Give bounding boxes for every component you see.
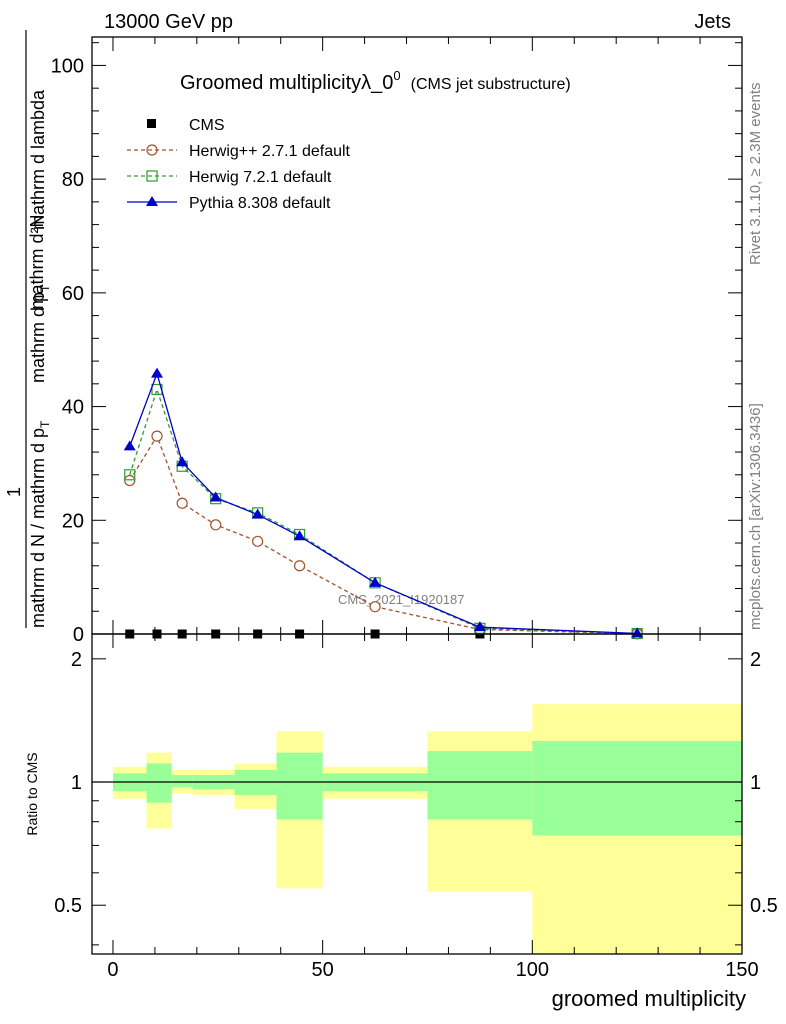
main-y-tick-label: 0 <box>73 624 84 646</box>
x-ticks: 0 50 100 150 <box>107 634 759 981</box>
main-y-tick-label: 100 <box>51 55 84 77</box>
ratio-y-tick-label-right: 0.5 <box>750 895 778 917</box>
data-point <box>123 440 136 451</box>
ratio-frame <box>91 633 743 955</box>
ylabel-denominator-3: mathrm d lambda <box>28 89 48 230</box>
ratio-y-tick-label-right: 1 <box>750 772 761 794</box>
legend-marker-herwigpp <box>146 144 158 156</box>
data-point <box>369 576 382 587</box>
data-point <box>210 519 222 531</box>
ylabel-numerator: 1 <box>4 487 24 497</box>
ratio-y-tick-label-right: 2 <box>750 649 761 671</box>
series-line <box>129 434 638 635</box>
ylabel-denom-b: mathrm d p <box>28 292 48 383</box>
data-point <box>473 621 486 632</box>
main-title-sup: 0 <box>393 68 400 83</box>
legend-label-herwig7: Herwig 7.2.1 default <box>189 169 332 186</box>
main-y-tick-label: 40 <box>62 397 84 419</box>
legend: CMS Herwig++ 2.7.1 default Herwig 7.2.1 … <box>127 117 351 212</box>
legend-marker-herwig7 <box>146 170 158 182</box>
legend-label-cms: CMS <box>189 117 225 134</box>
main-series <box>123 367 644 640</box>
rivet-label: Rivet 3.1.10, ≥ 2.3M events <box>747 83 764 266</box>
ratio-stat-band <box>146 763 172 803</box>
ratio-stat-band <box>532 740 742 836</box>
series-1 <box>124 430 643 640</box>
x-tick-label: 100 <box>516 959 549 981</box>
x-tick-label: 50 <box>312 959 334 981</box>
data-point <box>252 535 264 547</box>
data-point <box>124 474 136 487</box>
ylabel-denominator-2: mathrm d pT <box>28 284 52 383</box>
xlabel: groomed multiplicity <box>552 986 746 1011</box>
main-y-tick-label: 60 <box>62 283 84 305</box>
series-3 <box>123 367 644 638</box>
main-title-sub: (CMS jet substructure) <box>411 76 571 93</box>
main-y-tick-label: 20 <box>62 510 84 532</box>
ratio-y-tick-label: 2 <box>71 649 82 671</box>
source-label: mcplots.cern.ch [arXiv:1306.3436] <box>747 403 764 630</box>
x-tick-label: 0 <box>107 959 118 981</box>
data-point <box>209 491 222 502</box>
main-y-ticks: 0 20 40 60 80 100 <box>51 37 743 646</box>
data-point <box>176 497 188 509</box>
main-ylabel: mathrm d²N 1 mathrm d N / mathrm d pT ma… <box>4 30 52 628</box>
data-point <box>293 560 306 572</box>
ratio-panel: 0.5 0.5 1 1 2 2 0 50 100 150 Ratio to CMS groome… <box>24 633 778 1011</box>
main-y-tick-label: 80 <box>62 169 84 191</box>
legend-marker-pythia <box>146 196 158 206</box>
legend-label-pythia: Pythia 8.308 default <box>189 195 331 212</box>
data-point <box>293 530 306 541</box>
ylabel-denominator: mathrm d N / mathrm d pT <box>28 420 52 628</box>
ratio-stat-band <box>427 751 533 820</box>
legend-label-herwigpp: Herwig++ 2.7.1 default <box>189 143 351 160</box>
ylabel-numerator-dn: mathrm d²N <box>27 214 47 309</box>
ylabel-denom-b-sub: T <box>38 284 52 292</box>
data-point <box>631 627 644 638</box>
ratio-y-ticks: 0.5 0.5 1 1 2 2 <box>54 649 778 946</box>
ratio-ylabel: Ratio to CMS <box>24 752 40 835</box>
data-point <box>251 508 264 519</box>
ylabel-denom-a: mathrm d N / mathrm d p <box>28 428 48 628</box>
main-title-text: Groomed multiplicityλ_0 <box>180 72 393 94</box>
ratio-stat-band <box>276 752 323 820</box>
ratio-y-tick-label: 0.5 <box>54 895 82 917</box>
data-point <box>369 601 381 613</box>
data-point <box>151 430 163 442</box>
legend-marker-cms <box>147 119 156 128</box>
ratio-stat-band <box>171 775 193 788</box>
data-point <box>176 456 189 467</box>
energy-label: 13000 GeV pp <box>104 11 233 33</box>
ratio-bands <box>92 704 742 954</box>
data-point <box>151 367 163 378</box>
category-label: Jets <box>694 11 731 33</box>
ratio-y-tick-label: 1 <box>71 772 82 794</box>
data-point <box>124 469 136 481</box>
main-title: Groomed multiplicityλ_00 (CMS jet substru… <box>180 68 571 94</box>
x-tick-label: 150 <box>725 959 758 981</box>
ylabel-denom-a-sub: T <box>38 420 52 428</box>
